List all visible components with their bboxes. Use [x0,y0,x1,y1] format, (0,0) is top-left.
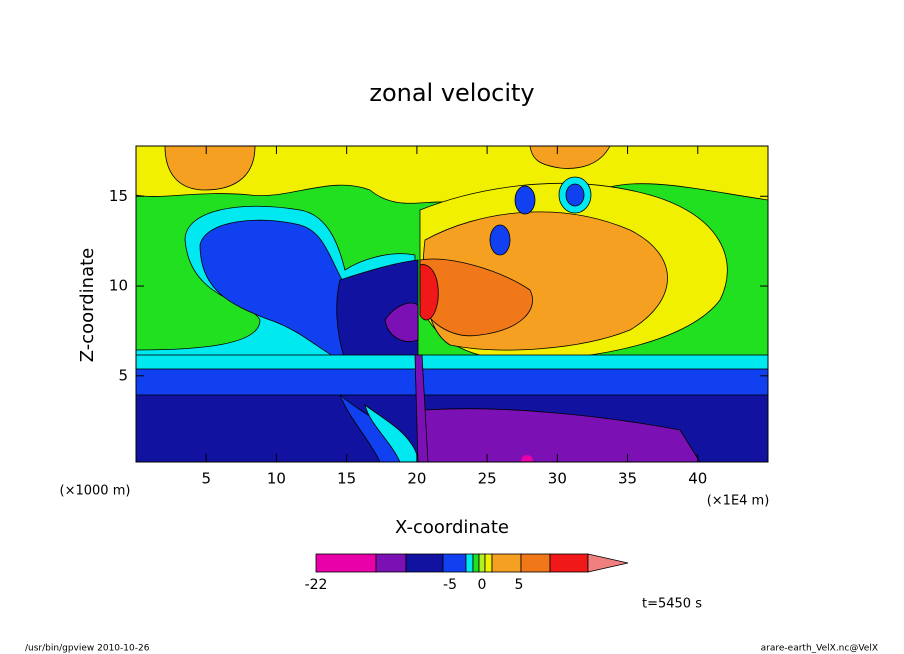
footer-left: /usr/bin/gpview 2010-10-26 [25,644,150,654]
x-tick-label: 40 [688,470,707,488]
colorbar-label: 0 [478,577,487,593]
colorbar-segment [484,553,493,573]
x-tick-label: 35 [618,470,637,488]
colorbar-segment [442,553,467,573]
colorbar-segment [549,553,589,573]
colorbar-segment [520,553,551,573]
contour-field [136,146,768,462]
y-tick-label: 15 [109,187,128,205]
colorbar-segment [315,553,377,573]
colorbar-segment [478,553,486,573]
y-unit-label: (×1000 m) [60,484,131,499]
x-axis-label: X-coordinate [395,517,509,538]
x-tick-label: 25 [478,470,497,488]
colorbar-label: -5 [443,577,457,593]
x-tick-label: 5 [201,470,211,488]
x-tick-label: 10 [267,470,286,488]
x-tick-label: 30 [548,470,567,488]
colorbar-segment [375,553,407,573]
colorbar-extension [587,553,629,573]
y-tick-label: 10 [109,277,128,295]
footer-right: arare-earth_VelX.nc@VelX [761,644,878,654]
plot-frame [135,145,769,463]
x-tick-label: 15 [337,470,356,488]
colorbar-segment [405,553,444,573]
time-label: t=5450 s [642,597,702,612]
y-axis-label: Z-coordinate [77,248,98,363]
colorbar-label: -22 [305,577,328,593]
y-tick-label: 5 [118,366,128,384]
colorbar-segment [491,553,522,573]
colorbar-label: 5 [515,577,524,593]
x-unit-label: (×1E4 m) [707,494,770,509]
colorbar-segment [472,553,480,573]
colorbar-segment [465,553,474,573]
chart-title: zonal velocity [369,79,534,107]
x-tick-label: 20 [407,470,426,488]
